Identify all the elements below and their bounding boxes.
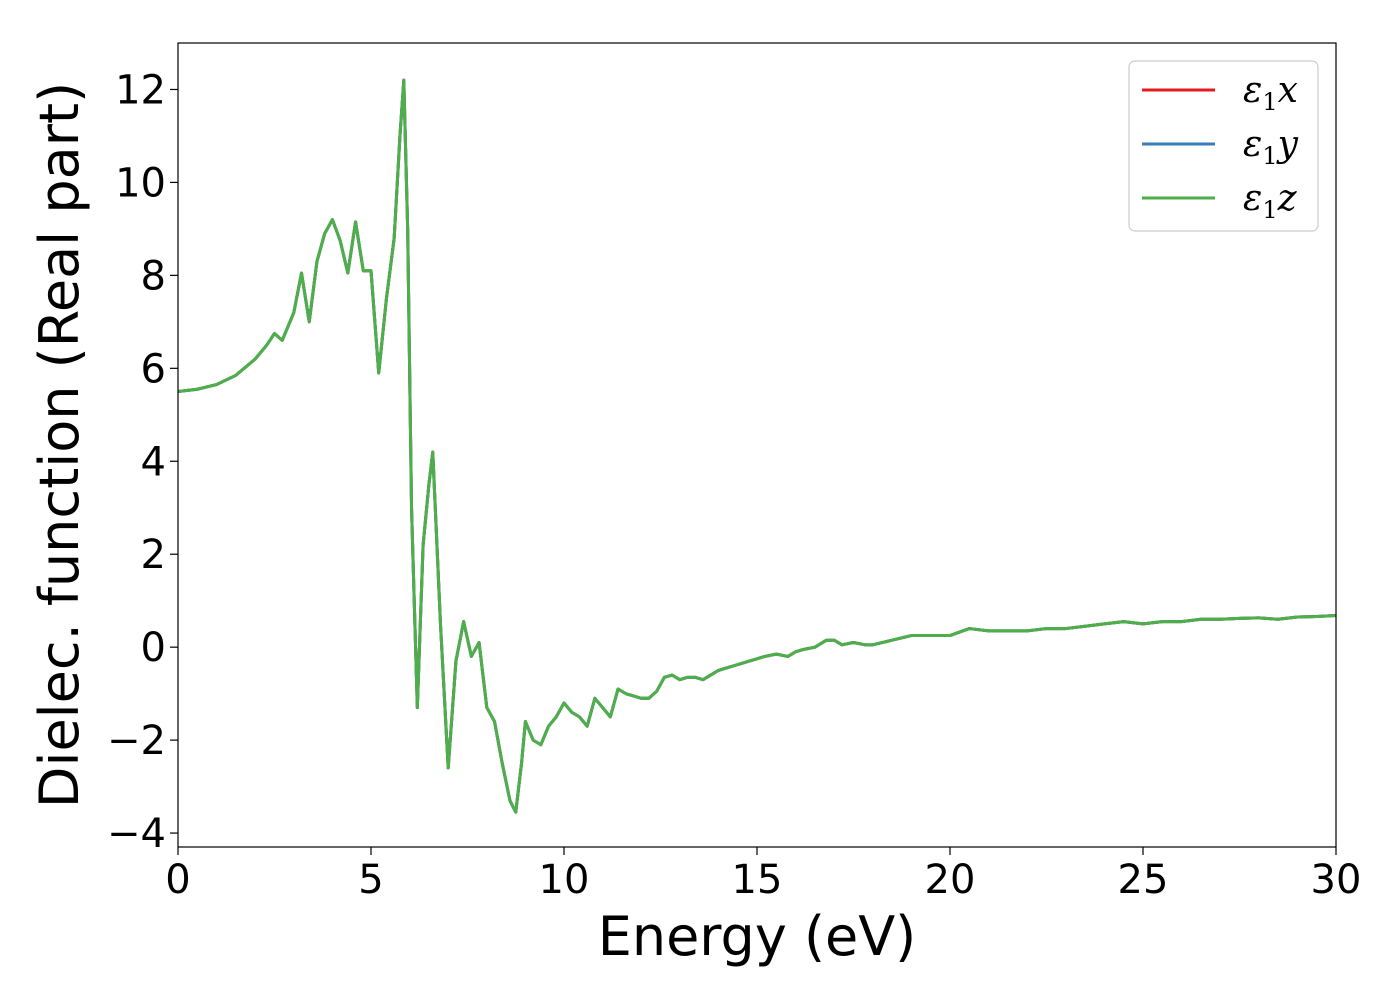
x-tick-label: 5 [358,857,383,903]
legend-label-y: ε1y [1243,124,1299,170]
legend-subscript: 1 [1262,88,1277,116]
x-tick-label: 15 [732,857,783,903]
y-tick-label: 8 [141,253,166,299]
legend-epsilon: ε [1243,70,1262,111]
x-tick-label: 10 [539,857,590,903]
legend-suffix: y [1276,124,1299,165]
legend-subscript: 1 [1262,142,1277,170]
y-tick-label: −2 [107,718,166,764]
x-tick-label: 20 [925,857,976,903]
x-tick-label: 30 [1311,857,1362,903]
ticks-layer: 0 5 10 15 20 25 30 −4 −2 0 2 4 6 8 10 12 [107,67,1361,903]
legend-label-x: ε1x [1243,70,1298,116]
legend-box [1128,60,1319,232]
x-tick-label: 0 [165,857,190,903]
y-tick-label: 10 [115,160,166,206]
legend-epsilon: ε [1243,124,1262,165]
y-tick-label: 4 [141,439,166,485]
y-tick-label: 6 [141,346,166,392]
y-tick-label: 0 [141,625,166,671]
legend-suffix: x [1278,70,1298,111]
x-tick-label: 25 [1118,857,1169,903]
series-layer [178,78,1336,814]
x-axis-title: Energy (eV) [598,905,917,968]
legend-suffix: z [1277,178,1298,219]
y-tick-label: 2 [141,532,166,578]
legend-subscript: 1 [1262,196,1277,224]
legend-epsilon: ε [1243,178,1262,219]
y-tick-label: 12 [115,67,166,113]
y-tick-label: −4 [107,811,166,857]
series-line-z [178,78,1336,814]
legend-label-z: ε1z [1243,178,1298,224]
y-axis-title: Dielec. function (Real part) [28,82,91,808]
